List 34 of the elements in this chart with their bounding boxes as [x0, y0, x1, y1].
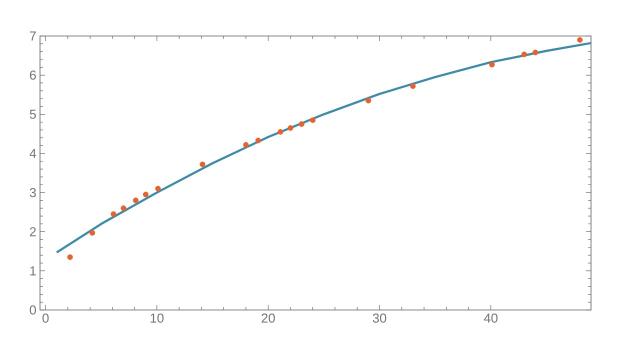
point	[577, 37, 583, 43]
point	[132, 198, 139, 204]
point	[410, 83, 416, 89]
y-tick-label: 6	[30, 70, 36, 80]
point	[521, 52, 528, 58]
x-tick-label: 40	[484, 314, 498, 323]
point	[67, 254, 73, 260]
line-series	[56, 42, 592, 254]
y-tick-label: 5	[30, 110, 36, 119]
x-tick-label: 30	[372, 314, 386, 323]
point	[366, 98, 372, 104]
point	[532, 50, 538, 56]
point	[288, 125, 294, 131]
point	[489, 62, 495, 68]
point	[142, 192, 149, 198]
point	[243, 142, 249, 148]
x-tick-label: 20	[262, 314, 275, 323]
point	[90, 230, 96, 236]
y-tick-label: 3	[30, 188, 36, 198]
y-tick-label: 1	[30, 266, 36, 276]
y-tick-label: 4	[30, 148, 36, 158]
x-tick-label: 10	[150, 314, 164, 323]
y-tick-label: 0	[30, 305, 36, 315]
point	[110, 211, 116, 217]
y-tick-label: 2	[30, 227, 36, 236]
point	[298, 121, 304, 127]
point	[255, 138, 261, 144]
point	[310, 117, 316, 123]
y-tick-label: 7	[30, 32, 36, 40]
point	[278, 129, 284, 135]
x-tick-label: 0	[42, 314, 49, 323]
point	[120, 205, 126, 212]
point	[200, 162, 206, 168]
point	[155, 186, 161, 192]
